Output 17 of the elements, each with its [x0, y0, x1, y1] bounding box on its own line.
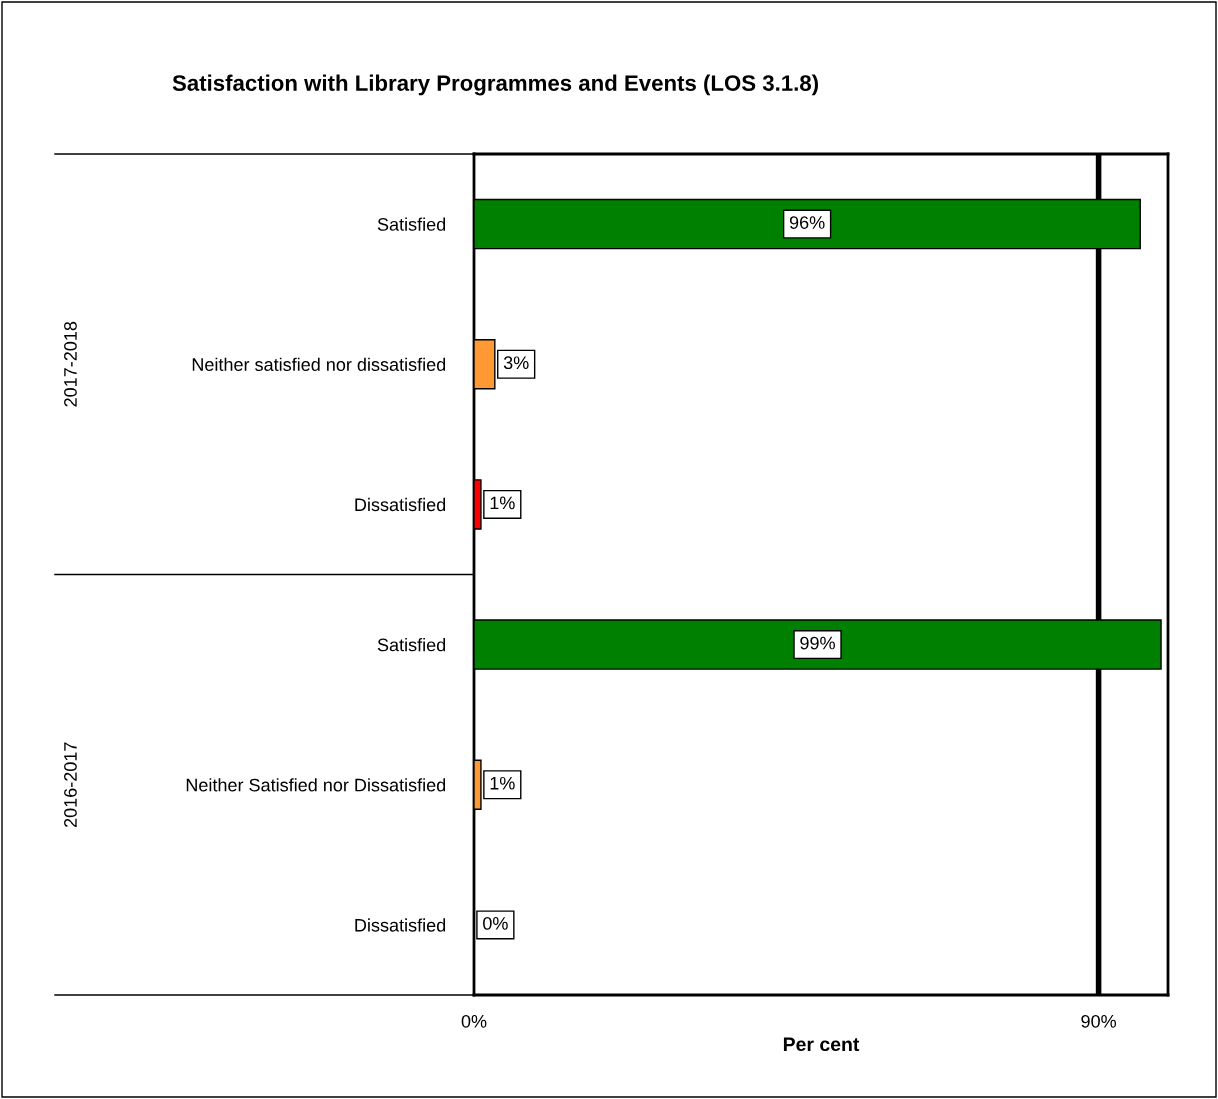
data-label: 1% — [490, 776, 515, 790]
y-tick-label: Neither satisfied nor dissatisfied — [192, 357, 446, 371]
data-label: 3% — [503, 356, 529, 370]
text: 2016-2017 — [64, 742, 77, 828]
chart-title: Satisfaction with Library Programmes and Events (LOS 3.1.8) — [172, 74, 818, 96]
y-tick-label: Dissatisfied — [355, 918, 446, 932]
y-tick-label: Dissatisfied — [355, 497, 446, 512]
x-axis-title: Per cent — [783, 1037, 860, 1052]
x-tick-label: 90% — [1081, 1014, 1117, 1028]
text: 2017-2018 — [64, 321, 77, 407]
data-label: 1% — [490, 496, 515, 510]
y-tick-label: Satisfied — [377, 638, 446, 652]
data-label: 0% — [483, 916, 508, 930]
data-label: 96% — [789, 216, 825, 229]
y-tick-label: Neither Satisfied nor Dissatisfied — [186, 778, 446, 792]
y-tick-label: Satisfied — [377, 217, 446, 231]
data-label: 99% — [800, 636, 835, 650]
